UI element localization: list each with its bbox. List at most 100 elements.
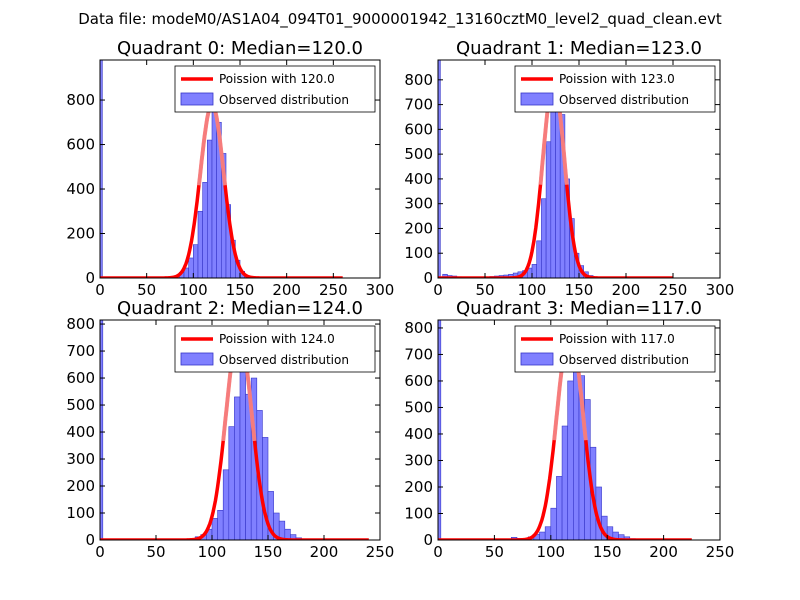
- x-tick-label: 0: [95, 281, 105, 299]
- x-tick-label: 200: [310, 543, 339, 561]
- panel-title: Quadrant 3: Median=117.0: [456, 298, 702, 319]
- histogram-bar: [290, 534, 297, 540]
- histogram-bar: [550, 94, 556, 278]
- x-tick-label: 100: [179, 281, 208, 299]
- legend-poisson-label: Poission with 124.0: [219, 332, 335, 346]
- y-tick-label: 300: [404, 451, 433, 469]
- y-tick-label: 400: [66, 423, 95, 441]
- y-tick-label: 800: [66, 91, 95, 109]
- axes-frame: [99, 319, 381, 541]
- y-tick-label: 200: [404, 219, 433, 237]
- y-tick-label: 400: [404, 425, 433, 443]
- histogram-bar: [217, 510, 224, 540]
- x-tick-label: 0: [433, 281, 443, 299]
- y-tick-label: 0: [85, 531, 95, 549]
- y-tick-label: 100: [404, 504, 433, 522]
- x-tick-label: 0: [95, 543, 105, 561]
- y-tick-label: 100: [66, 504, 95, 522]
- histogram-bar: [211, 518, 218, 540]
- histogram-bar: [193, 244, 199, 278]
- y-tick-label: 600: [66, 136, 95, 154]
- histogram-bar: [239, 345, 246, 540]
- x-tick-label: 200: [612, 281, 641, 299]
- y-tick-label: 300: [66, 450, 95, 468]
- panel-quadrant-2: 0 50 100 150 200 250 0 100 200 300 400 500 600 700 800…: [66, 298, 394, 561]
- figure-suptitle: Data file: modeM0/AS1A04_094T01_90000019…: [78, 10, 722, 29]
- y-tick-label: 100: [404, 244, 433, 262]
- histogram-bar: [545, 141, 552, 278]
- legend-poisson-label: Poission with 117.0: [559, 332, 675, 346]
- legend-observed-swatch: [180, 92, 214, 106]
- histogram-bar-zero: [100, 60, 103, 278]
- panel-title: Quadrant 1: Median=123.0: [456, 38, 702, 59]
- x-tick-label: 250: [319, 281, 348, 299]
- y-tick-label: 700: [404, 345, 433, 363]
- histogram-bar: [567, 380, 574, 540]
- x-tick-label: 150: [254, 543, 283, 561]
- x-tick-label: 50: [485, 543, 504, 561]
- y-tick-label: 800: [66, 315, 95, 333]
- x-tick-label: 150: [565, 281, 594, 299]
- legend-observed-swatch: [180, 352, 214, 366]
- histogram-bar-zero: [438, 320, 442, 540]
- legend-observed-swatch: [520, 352, 554, 366]
- histogram-bar: [541, 198, 547, 278]
- histogram-bar: [556, 476, 563, 540]
- legend: Poission with 117.0 Observed distribution: [514, 325, 716, 373]
- x-tick-label: 150: [593, 543, 622, 561]
- y-tick-label: 600: [66, 369, 95, 387]
- histogram-bar: [539, 531, 546, 540]
- legend-poisson-label: Poission with 120.0: [219, 72, 335, 86]
- histogram-bar: [234, 396, 241, 540]
- legend-observed-swatch: [520, 92, 554, 106]
- y-tick-label: 800: [404, 319, 433, 337]
- legend: Poission with 120.0 Observed distribution: [174, 65, 376, 113]
- panel-quadrant-3: 0 50 100 150 200 250 0 100 200 300 400 500 600 700 800…: [404, 298, 734, 561]
- histogram-bar: [561, 425, 569, 540]
- panel-quadrant-0: 0 50 100 150 200 250 300 0 200 400 600 800 Quadrant …: [66, 38, 394, 299]
- histogram-bar-zero: [100, 320, 104, 540]
- histogram-bar: [202, 182, 208, 278]
- y-tick-label: 400: [66, 180, 95, 198]
- y-tick-label: 700: [404, 96, 433, 114]
- x-tick-label: 50: [146, 543, 165, 561]
- x-tick-label: 0: [433, 543, 443, 561]
- x-tick-label: 50: [137, 281, 156, 299]
- axes-frame: [437, 319, 721, 541]
- x-tick-label: 200: [649, 543, 678, 561]
- x-tick-label: 250: [366, 543, 395, 561]
- legend: Poission with 124.0 Observed distribution: [174, 325, 376, 373]
- histogram-bar: [222, 469, 230, 540]
- histogram-bar-zero: [438, 60, 441, 278]
- y-tick-label: 700: [66, 342, 95, 360]
- y-tick-label: 500: [404, 398, 433, 416]
- y-tick-label: 0: [85, 269, 95, 287]
- legend: Poission with 123.0 Observed distribution: [514, 65, 716, 113]
- legend-observed-label: Observed distribution: [219, 93, 349, 107]
- x-tick-label: 250: [706, 543, 735, 561]
- panel-title: Quadrant 2: Median=124.0: [117, 298, 363, 319]
- y-tick-label: 600: [404, 372, 433, 390]
- histogram-bar: [262, 437, 269, 540]
- x-tick-label: 150: [226, 281, 255, 299]
- y-tick-label: 500: [66, 396, 95, 414]
- subplot-grid: 0 50 100 150 200 250 300 0 200 400 600 800 Quadrant …: [66, 38, 734, 561]
- x-tick-label: 250: [659, 281, 688, 299]
- y-tick-label: 600: [404, 120, 433, 138]
- x-tick-label: 100: [536, 543, 565, 561]
- x-tick-label: 300: [366, 281, 395, 299]
- x-tick-label: 200: [272, 281, 301, 299]
- histogram-bar: [207, 139, 213, 278]
- x-tick-label: 100: [198, 543, 227, 561]
- x-tick-label: 300: [706, 281, 735, 299]
- y-tick-label: 400: [404, 170, 433, 188]
- y-tick-label: 0: [423, 269, 433, 287]
- y-tick-label: 200: [66, 477, 95, 495]
- y-tick-label: 500: [404, 145, 433, 163]
- legend-observed-label: Observed distribution: [559, 93, 689, 107]
- histogram-bar: [228, 426, 235, 540]
- legend-poisson-label: Poission with 123.0: [559, 72, 675, 86]
- x-tick-label: 100: [518, 281, 547, 299]
- histogram-bar: [197, 210, 203, 278]
- histogram-bar: [536, 240, 542, 278]
